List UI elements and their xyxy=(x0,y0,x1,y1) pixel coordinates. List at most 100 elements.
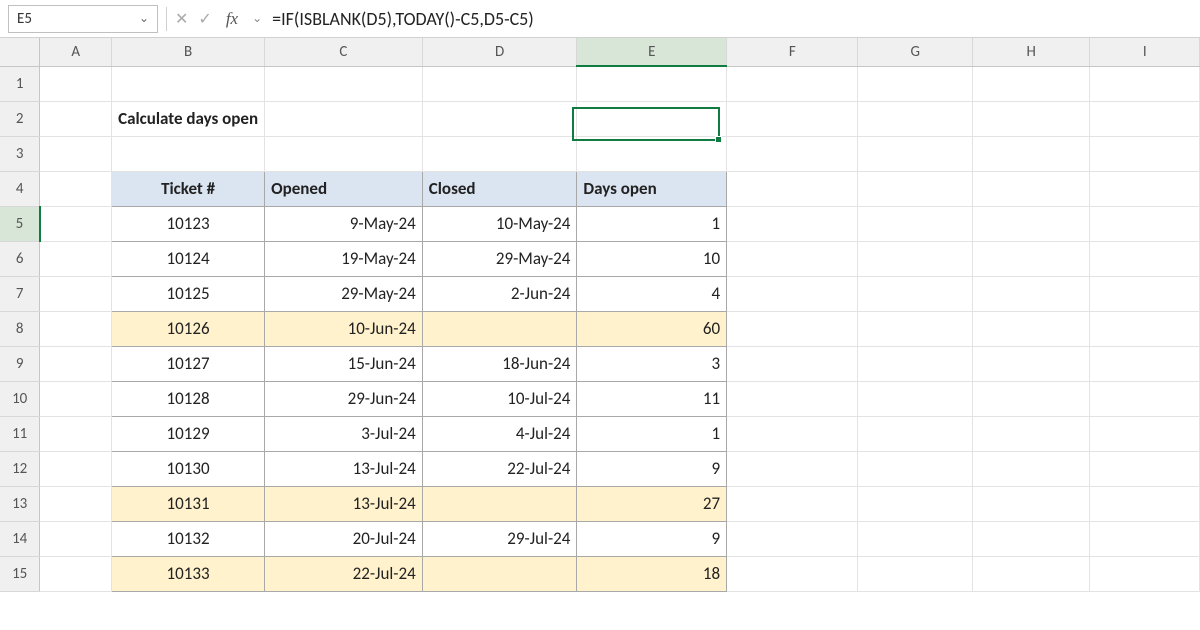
cell-A7[interactable] xyxy=(40,276,112,311)
cell-D14[interactable]: 29-Jul-24 xyxy=(422,521,577,556)
cell-I2[interactable] xyxy=(1090,101,1200,136)
cell-E4[interactable]: Days open xyxy=(577,171,727,206)
cell-B10[interactable]: 10128 xyxy=(112,381,265,416)
cell-E8[interactable]: 60 xyxy=(577,311,727,346)
row-header-15[interactable]: 15 xyxy=(0,556,40,591)
cell-E10[interactable]: 11 xyxy=(577,381,727,416)
cell-G15[interactable] xyxy=(858,556,972,591)
cell-A13[interactable] xyxy=(40,486,112,521)
cell-I7[interactable] xyxy=(1090,276,1200,311)
cell-C10[interactable]: 29-Jun-24 xyxy=(265,381,423,416)
cell-D9[interactable]: 18-Jun-24 xyxy=(422,346,577,381)
cell-A15[interactable] xyxy=(40,556,112,591)
cell-H10[interactable] xyxy=(972,381,1089,416)
cell-D11[interactable]: 4-Jul-24 xyxy=(422,416,577,451)
cell-H5[interactable] xyxy=(972,206,1089,241)
cell-C5[interactable]: 9-May-24 xyxy=(265,206,423,241)
cell-F7[interactable] xyxy=(727,276,858,311)
cell-B4[interactable]: Ticket # xyxy=(112,171,265,206)
cell-D2[interactable] xyxy=(422,101,577,136)
chevron-down-icon[interactable]: ⌄ xyxy=(252,11,262,26)
cell-I8[interactable] xyxy=(1090,311,1200,346)
cell-G6[interactable] xyxy=(858,241,972,276)
cell-E14[interactable]: 9 xyxy=(577,521,727,556)
cell-H12[interactable] xyxy=(972,451,1089,486)
cell-I14[interactable] xyxy=(1090,521,1200,556)
cell-F12[interactable] xyxy=(727,451,858,486)
cell-C1[interactable] xyxy=(265,66,423,101)
row-header-10[interactable]: 10 xyxy=(0,381,40,416)
cell-B13[interactable]: 10131 xyxy=(112,486,265,521)
column-header-B[interactable]: B xyxy=(112,38,265,66)
cell-E15[interactable]: 18 xyxy=(577,556,727,591)
cell-F9[interactable] xyxy=(727,346,858,381)
cell-B3[interactable] xyxy=(112,136,265,171)
cell-A10[interactable] xyxy=(40,381,112,416)
cell-A1[interactable] xyxy=(40,66,112,101)
row-header-12[interactable]: 12 xyxy=(0,451,40,486)
cell-F1[interactable] xyxy=(727,66,858,101)
cell-I15[interactable] xyxy=(1090,556,1200,591)
cell-A2[interactable] xyxy=(40,101,112,136)
cell-E6[interactable]: 10 xyxy=(577,241,727,276)
cell-E3[interactable] xyxy=(577,136,727,171)
cell-A5[interactable] xyxy=(40,206,112,241)
cell-G11[interactable] xyxy=(858,416,972,451)
row-header-3[interactable]: 3 xyxy=(0,136,40,171)
cell-E9[interactable]: 3 xyxy=(577,346,727,381)
fx-icon[interactable]: fx xyxy=(226,9,238,29)
cell-G9[interactable] xyxy=(858,346,972,381)
cell-E7[interactable]: 4 xyxy=(577,276,727,311)
cell-B14[interactable]: 10132 xyxy=(112,521,265,556)
row-header-6[interactable]: 6 xyxy=(0,241,40,276)
cell-F4[interactable] xyxy=(727,171,858,206)
cell-E11[interactable]: 1 xyxy=(577,416,727,451)
cell-I10[interactable] xyxy=(1090,381,1200,416)
cell-I4[interactable] xyxy=(1090,171,1200,206)
cell-F3[interactable] xyxy=(727,136,858,171)
chevron-down-icon[interactable]: ⌄ xyxy=(139,11,149,26)
cell-G3[interactable] xyxy=(858,136,972,171)
column-header-E[interactable]: E xyxy=(577,38,727,66)
cell-H11[interactable] xyxy=(972,416,1089,451)
enter-icon[interactable]: ✓ xyxy=(198,9,211,29)
cell-A4[interactable] xyxy=(40,171,112,206)
cell-D6[interactable]: 29-May-24 xyxy=(422,241,577,276)
cell-F13[interactable] xyxy=(727,486,858,521)
cell-C15[interactable]: 22-Jul-24 xyxy=(265,556,423,591)
column-header-C[interactable]: C xyxy=(265,38,423,66)
cell-G8[interactable] xyxy=(858,311,972,346)
row-header-1[interactable]: 1 xyxy=(0,66,40,101)
row-header-5[interactable]: 5 xyxy=(0,206,40,241)
cell-C8[interactable]: 10-Jun-24 xyxy=(265,311,423,346)
row-header-7[interactable]: 7 xyxy=(0,276,40,311)
cell-F15[interactable] xyxy=(727,556,858,591)
cell-I12[interactable] xyxy=(1090,451,1200,486)
cell-I9[interactable] xyxy=(1090,346,1200,381)
cell-A9[interactable] xyxy=(40,346,112,381)
column-header-H[interactable]: H xyxy=(972,38,1089,66)
cell-C11[interactable]: 3-Jul-24 xyxy=(265,416,423,451)
cell-B12[interactable]: 10130 xyxy=(112,451,265,486)
cell-C7[interactable]: 29-May-24 xyxy=(265,276,423,311)
cell-D3[interactable] xyxy=(422,136,577,171)
cell-B8[interactable]: 10126 xyxy=(112,311,265,346)
cell-D5[interactable]: 10-May-24 xyxy=(422,206,577,241)
cell-I3[interactable] xyxy=(1090,136,1200,171)
cell-D13[interactable] xyxy=(422,486,577,521)
cell-F2[interactable] xyxy=(727,101,858,136)
cell-E5[interactable]: 1 xyxy=(577,206,727,241)
cell-A12[interactable] xyxy=(40,451,112,486)
cell-H4[interactable] xyxy=(972,171,1089,206)
cell-H1[interactable] xyxy=(972,66,1089,101)
cell-C6[interactable]: 19-May-24 xyxy=(265,241,423,276)
cell-B9[interactable]: 10127 xyxy=(112,346,265,381)
row-header-13[interactable]: 13 xyxy=(0,486,40,521)
cell-C9[interactable]: 15-Jun-24 xyxy=(265,346,423,381)
cell-B5[interactable]: 10123 xyxy=(112,206,265,241)
cell-G14[interactable] xyxy=(858,521,972,556)
column-header-A[interactable]: A xyxy=(40,38,112,66)
cell-B6[interactable]: 10124 xyxy=(112,241,265,276)
cell-C13[interactable]: 13-Jul-24 xyxy=(265,486,423,521)
cell-A3[interactable] xyxy=(40,136,112,171)
